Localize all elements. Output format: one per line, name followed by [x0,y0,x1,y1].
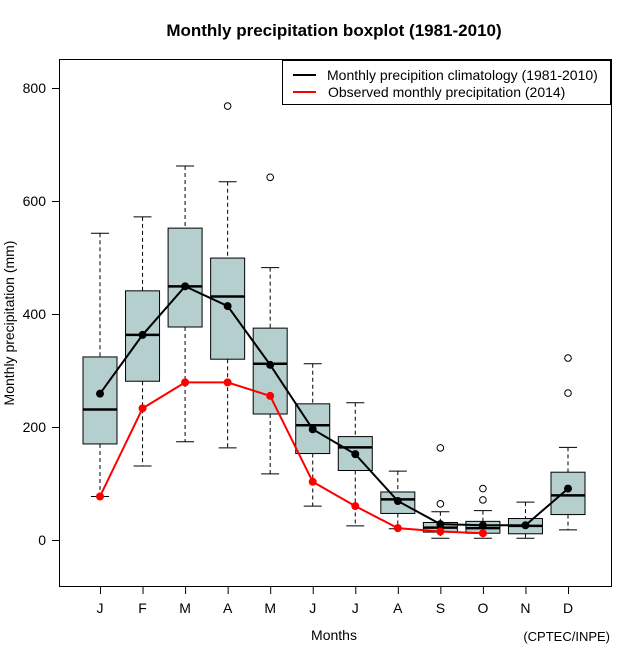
y-tick-label: 400 [23,306,47,322]
y-tick-label: 0 [38,532,46,548]
observed-line-point [181,378,190,387]
climatology-line-point [564,484,572,493]
observed-line-point [393,524,402,533]
x-tick-label: J [97,600,104,616]
x-tick-label: M [264,600,276,616]
climatology-line-point [223,302,232,311]
box-11 [550,354,586,531]
outlier-point [223,102,232,110]
climatology-line-point [436,520,445,529]
observed-line-point [351,502,360,511]
climatology-line [96,282,572,530]
outlier-point [479,484,487,493]
source-note: (CPTEC/INPE) [523,629,610,644]
box-2 [167,165,203,443]
climatology-line-path [99,285,569,527]
x-tick-label: J [309,600,316,616]
x-tick-label: D [563,600,573,616]
observed-line-point [96,492,104,501]
box-1 [125,216,161,467]
observed-line-point [478,529,487,538]
observed-line-point [308,477,317,486]
x-tick-label: J [352,600,359,616]
observed-line-point [138,404,147,413]
outlier-point [436,444,445,452]
x-tick-label: S [436,600,445,616]
climatology-line-point [351,450,360,459]
x-tick-label: N [520,600,530,616]
y-tick-label: 600 [23,193,47,209]
observed-line-point [266,391,275,400]
climatology-line-point [521,521,530,530]
box-iqr [167,227,203,328]
climatology-line-point [181,282,190,291]
x-tick-label: A [223,600,233,616]
observed-line-point [436,527,445,536]
x-tick-label: A [393,600,403,616]
outlier-point [436,500,445,508]
legend-box [282,60,611,105]
y-axis: 0 200 400 600 800 [23,80,60,548]
box-0 [82,232,118,497]
box-4 [252,173,288,475]
box-10 [507,501,543,539]
y-tick-label: 800 [23,80,47,96]
observed-line [96,378,487,538]
climatology-line-point [478,521,487,530]
box-iqr [252,327,288,415]
boxplot-group [82,102,586,539]
y-axis-label: Monthly precipitation (mm) [1,241,17,406]
box-iqr [82,356,118,445]
climatology-line-point [266,360,275,369]
outlier-point [266,173,274,182]
chart-title: Monthly precipitation boxplot (1981-2010… [166,21,501,40]
box-iqr [550,471,586,516]
x-axis-label: Months [311,627,357,643]
observed-line-point [223,378,232,387]
outlier-point [479,496,487,504]
legend: Monthly precipition climatology (1981-20… [282,60,611,105]
x-tick-label: F [138,600,147,616]
climatology-line-point [308,425,317,434]
y-tick-label: 200 [23,419,47,435]
outlier-point [564,389,572,397]
outlier-point [564,354,572,362]
x-tick-label: M [179,600,191,616]
series-lines [96,282,572,538]
climatology-line-point [96,389,104,398]
box-3 [210,102,246,449]
x-tick-label: O [477,600,488,616]
observed-line-path [99,381,483,535]
legend-label-climatology: Monthly precipition climatology (1981-20… [327,67,598,83]
climatology-line-point [138,330,147,339]
climatology-line-point [393,497,402,506]
legend-label-observed: Observed monthly precipitation (2014) [328,84,565,100]
